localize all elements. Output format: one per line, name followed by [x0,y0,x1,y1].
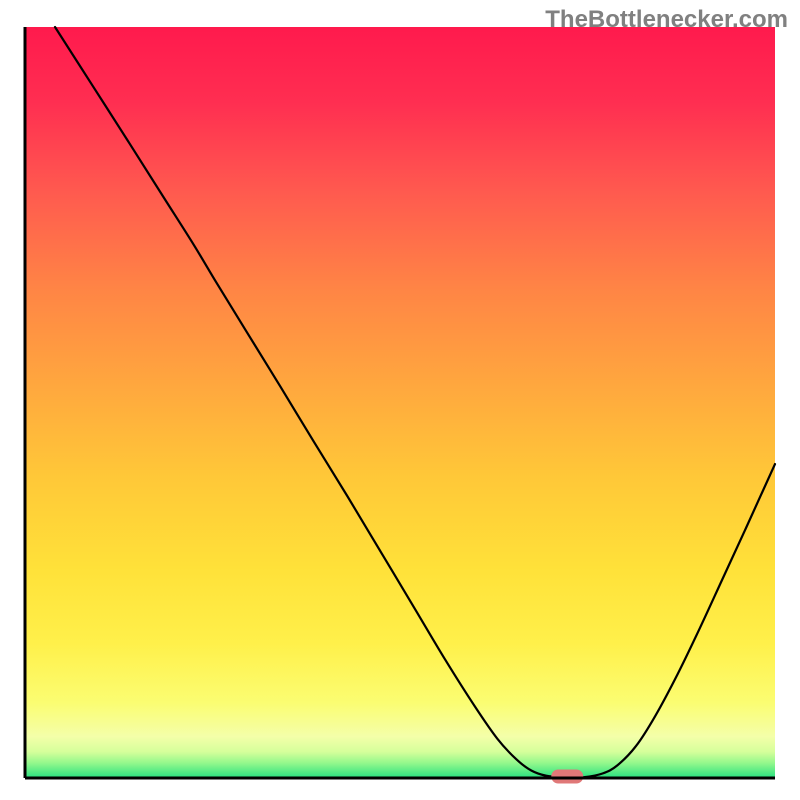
chart-background [25,27,775,778]
chart-container: TheBottlenecker.com [0,0,800,800]
watermark-text: TheBottlenecker.com [545,6,788,34]
chart-svg [0,0,800,800]
